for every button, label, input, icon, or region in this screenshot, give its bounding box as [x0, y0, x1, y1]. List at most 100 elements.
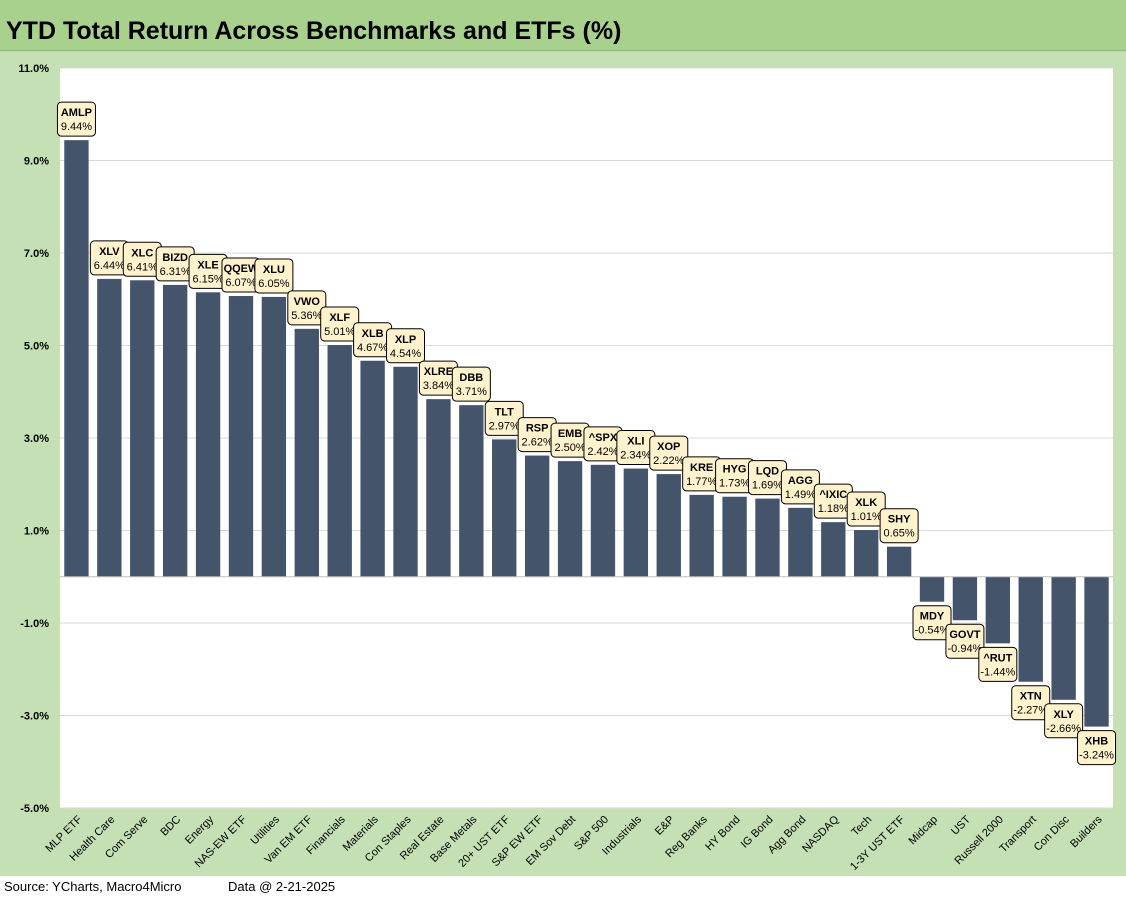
data-label-ticker: XLK [855, 497, 877, 509]
data-label-ticker: XLI [627, 436, 644, 448]
data-label-value: 2.42% [587, 446, 618, 458]
data-label: DBB 3.71% [451, 366, 491, 402]
data-label: HYG 1.73% [715, 458, 755, 494]
y-tick-label: 9.0% [24, 156, 49, 168]
data-label: XLP 4.54% [386, 328, 426, 364]
x-category-label: Midcap [907, 814, 941, 848]
bar [557, 461, 583, 577]
data-label-ticker: DBB [459, 372, 483, 384]
data-label-ticker: QQEW [224, 263, 259, 275]
x-category-label: BDC [158, 814, 183, 839]
data-label-value: -3.24% [1079, 750, 1114, 762]
data-label-value: 2.62% [522, 437, 553, 449]
data-label: XLRE 3.84% [418, 360, 458, 396]
title-bar: YTD Total Return Across Benchmarks and E… [0, 0, 1126, 51]
data-label-value: 2.50% [554, 442, 585, 454]
data-label-ticker: XLRE [424, 366, 453, 378]
data-label: XTN -2.27% [1011, 685, 1051, 721]
bar [97, 278, 122, 577]
data-label: XLV 6.44% [89, 240, 129, 276]
data-label-value: 3.71% [456, 386, 487, 398]
data-label-value: 1.77% [686, 476, 717, 488]
data-label-ticker: KRE [690, 462, 713, 474]
data-label-value: 6.44% [94, 260, 125, 272]
bar [393, 366, 418, 577]
data-label-value: -0.54% [915, 625, 950, 637]
data-label: XLF 5.01% [320, 306, 360, 342]
bar-chart: 11.0% 9.0% 7.0% 5.0% 3.0% 1.0% -1.0% -3.0% -5.0%… [18, 63, 1117, 873]
bar [788, 507, 813, 577]
data-label: XLC 6.41% [122, 241, 162, 277]
data-label: GOVT -0.94% [945, 623, 985, 659]
bar [524, 455, 550, 577]
data-label-value: 1.49% [785, 489, 816, 501]
data-label: ^RUT -1.44% [978, 646, 1018, 682]
data-label: XLI 2.34% [616, 430, 656, 466]
x-category-label: Tech [849, 814, 874, 839]
data-label-ticker: ^IXIC [819, 489, 847, 501]
data-label-value: 3.84% [423, 380, 454, 392]
y-tick-label: 1.0% [24, 526, 49, 538]
bar [327, 345, 352, 577]
data-label: XHB -3.24% [1077, 730, 1117, 766]
data-label-value: 6.31% [160, 266, 191, 278]
x-category-label: NASDAQ [800, 813, 842, 855]
x-category-label: HY Bond [703, 814, 742, 853]
bar [426, 399, 451, 577]
data-label-box [912, 605, 952, 641]
data-label-box [1044, 703, 1084, 739]
data-label-ticker: XLV [99, 246, 120, 258]
data-label: XLB 4.67% [353, 322, 393, 358]
data-label: MDY -0.54% [912, 605, 952, 641]
data-label-value: 6.07% [225, 277, 256, 289]
data-label: RSP 2.62% [517, 417, 557, 453]
data-label-box [1011, 685, 1051, 721]
bar [261, 296, 287, 577]
data-label-ticker: XLP [395, 334, 416, 346]
data-label-value: 1.01% [851, 511, 882, 523]
data-label-value: -2.66% [1046, 723, 1081, 735]
data-label-ticker: SHY [888, 514, 911, 526]
bar [294, 328, 319, 577]
bar [952, 576, 978, 621]
data-label: AGG 1.49% [780, 469, 820, 505]
x-category-label: Con Disc [1032, 813, 1072, 853]
data-label-value: 1.69% [752, 480, 783, 492]
data-label-ticker: AGG [788, 475, 813, 487]
bar [1051, 576, 1076, 700]
data-label-value: 1.73% [719, 478, 750, 490]
y-tick-label: -1.0% [20, 618, 49, 630]
bar [162, 284, 188, 577]
data-label-box [386, 328, 426, 364]
data-label-value: 6.05% [258, 278, 289, 290]
bar [821, 522, 846, 577]
data-label: XLU 6.05% [254, 258, 294, 294]
bar [919, 576, 945, 602]
bar [228, 296, 254, 577]
y-tick-label: -3.0% [20, 711, 49, 723]
data-label: ^IXIC 1.18% [813, 483, 853, 519]
data-label: XLK 1.01% [846, 491, 886, 527]
data-label-ticker: XLF [329, 312, 350, 324]
data-label-ticker: XHB [1085, 736, 1108, 748]
data-label-ticker: HYG [723, 464, 747, 476]
data-label-box [649, 435, 689, 471]
bar [590, 464, 616, 577]
bar [886, 546, 912, 577]
x-category-label: UST [949, 813, 973, 837]
data-label-value: 2.34% [620, 450, 651, 462]
data-label: XLE 6.15% [188, 253, 228, 289]
data-label-box [945, 623, 985, 659]
data-label-value: -1.44% [980, 666, 1015, 678]
data-label: TLT 2.97% [484, 400, 524, 436]
data-label: BIZD 6.31% [155, 246, 195, 282]
data-label: VWO 5.36% [287, 290, 327, 326]
data-label-box [451, 366, 491, 402]
data-label-ticker: XLU [263, 264, 285, 276]
y-tick-label: 5.0% [24, 341, 49, 353]
data-label-ticker: ^RUT [983, 652, 1012, 664]
x-category-label: E&P [653, 814, 677, 838]
data-label-value: 2.22% [653, 455, 684, 467]
y-axis-ticks: 11.0% 9.0% 7.0% 5.0% 3.0% 1.0% -1.0% -3.0% -5.0% [18, 63, 49, 815]
